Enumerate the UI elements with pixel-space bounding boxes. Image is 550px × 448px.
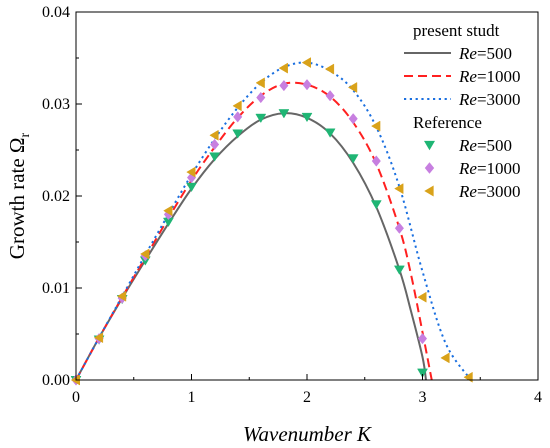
series-line-re3000	[76, 61, 472, 380]
series-line-re1000	[76, 81, 433, 380]
marker-point-re1000	[325, 90, 335, 102]
y-tick-label: 0.01	[42, 280, 70, 297]
y-axis-title: Growth rate Ωr	[5, 132, 33, 259]
y-tick-label: 0.03	[42, 96, 70, 113]
y-tick-label: 0.04	[42, 4, 70, 21]
marker-layer	[70, 57, 473, 386]
marker-point-re3000	[463, 371, 473, 383]
legend-heading: present studt	[413, 21, 500, 40]
marker-point-re500	[186, 182, 197, 193]
marker-point-re500	[393, 265, 405, 275]
x-tick-label: 2	[303, 389, 311, 406]
marker-point-re500	[278, 109, 290, 119]
marker-point-re1000	[417, 332, 428, 345]
legend-entry-label: Re=3000	[458, 90, 521, 109]
legend-entry-label: Re=500	[458, 136, 512, 155]
marker-point-re500	[209, 152, 221, 162]
marker-point-re3000	[140, 248, 150, 260]
legend-heading: Reference	[413, 113, 482, 132]
marker-point-re3000	[232, 100, 242, 112]
marker-point-re500	[255, 113, 267, 124]
legend-entry-label: Re=1000	[458, 67, 521, 86]
marker-point-re3000	[394, 183, 404, 195]
marker-point-re1000	[348, 113, 358, 125]
y-tick-label: 0.02	[42, 188, 70, 205]
marker-point-re3000	[278, 62, 288, 74]
marker-point-re3000	[209, 129, 219, 141]
marker-point-re500	[417, 368, 428, 378]
marker-point-re1000	[233, 111, 243, 123]
marker-point-re3000	[371, 120, 381, 132]
legend-marker-symbol	[424, 162, 435, 174]
y-tick-label: 0.00	[42, 372, 70, 389]
axis-ticks: 0 1 2 3 4 0.00 0.01 0.02 0.03 0.04	[42, 4, 542, 406]
marker-point-re1000	[279, 79, 289, 92]
y-axis-title-main: Growth rate Ω	[5, 137, 29, 259]
marker-point-re500	[232, 129, 244, 139]
y-axis-title-subscript: r	[18, 132, 33, 137]
marker-point-re1000	[256, 91, 266, 104]
marker-point-re3000	[417, 291, 427, 303]
marker-point-re3000	[186, 166, 196, 178]
marker-point-re3000	[255, 77, 265, 89]
series-layer	[76, 61, 472, 380]
marker-point-re3000	[301, 57, 311, 69]
marker-point-re500	[324, 128, 336, 138]
marker-point-re1000	[302, 79, 312, 91]
series-line-re500	[76, 112, 427, 380]
legend-marker-symbol	[424, 185, 434, 197]
marker-point-re1000	[371, 155, 381, 167]
marker-point-re1000	[394, 222, 404, 234]
marker-point-re500	[370, 200, 382, 210]
marker-point-re3000	[440, 352, 450, 364]
marker-point-re3000	[347, 82, 358, 93]
legend-entry-label: Re=3000	[458, 182, 521, 201]
marker-point-re3000	[324, 63, 335, 75]
legend-entry-label: Re=1000	[458, 159, 521, 178]
x-tick-label: 1	[188, 389, 196, 406]
marker-point-re500	[347, 154, 359, 164]
marker-point-re3000	[163, 205, 173, 217]
legend: present studt Re=500 Re=1000 Re=3000 Referen…	[404, 21, 521, 201]
marker-point-re3000	[93, 332, 104, 344]
x-tick-label: 0	[72, 389, 80, 406]
legend-marker-symbol	[424, 140, 435, 151]
x-tick-label: 3	[419, 389, 427, 406]
marker-point-re1000	[210, 138, 220, 151]
x-tick-label: 4	[534, 389, 542, 406]
x-axis-title: Wavenumber K	[243, 422, 372, 446]
marker-point-re500	[301, 112, 313, 123]
marker-point-re3000	[116, 290, 127, 302]
legend-entry-label: Re=500	[458, 44, 512, 63]
